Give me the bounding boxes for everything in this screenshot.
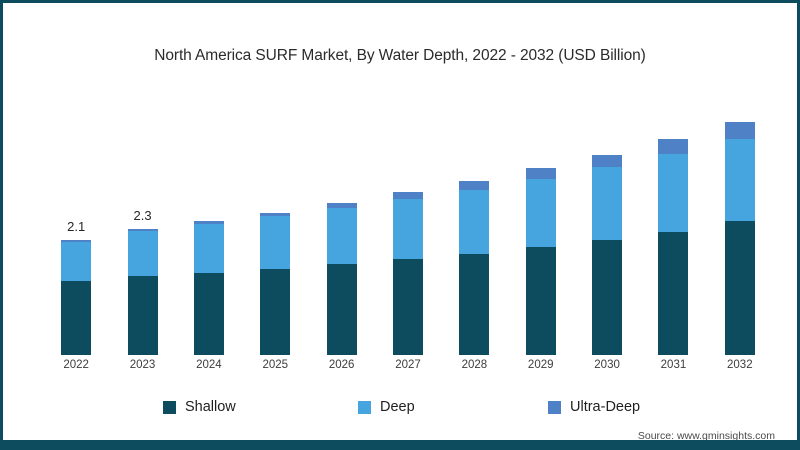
bar-segment-shallow[interactable] (326, 264, 357, 355)
bar-group[interactable] (592, 103, 623, 355)
plot-area: 2.1 2.3 (43, 103, 773, 355)
bar-stack[interactable] (658, 139, 689, 355)
bar-stack[interactable] (459, 181, 490, 355)
bar-group[interactable] (193, 103, 224, 355)
x-axis-tick-2028: 2028 (461, 359, 488, 371)
bar-segment-shallow[interactable] (393, 259, 423, 355)
bar-stack[interactable] (260, 213, 291, 355)
x-axis-tick-2029: 2029 (527, 359, 554, 371)
bar-group[interactable] (393, 103, 423, 355)
bar-segment-ultra-deep[interactable] (525, 168, 556, 179)
bar-segment-ultra-deep[interactable] (724, 121, 755, 140)
x-axis-tick-2023: 2023 (129, 359, 156, 371)
bar-group[interactable] (658, 103, 689, 355)
bar-segment-shallow[interactable] (724, 221, 755, 355)
x-axis-tick-2027: 2027 (395, 359, 421, 371)
bar-group[interactable] (326, 103, 357, 355)
bar-segment-deep[interactable] (326, 207, 357, 265)
bar-stack[interactable] (724, 121, 755, 355)
x-axis-tick-2022: 2022 (63, 359, 89, 371)
bar-segment-ultra-deep[interactable] (193, 221, 224, 225)
bar-stack[interactable] (592, 154, 623, 355)
bar-segment-shallow[interactable] (61, 281, 92, 355)
bar-segment-ultra-deep[interactable] (326, 203, 357, 208)
bar-value-label: 2.1 (67, 218, 86, 234)
chart-legend: Shallow Deep Ultra-Deep (3, 395, 797, 419)
legend-item-deep[interactable]: Deep (358, 395, 415, 419)
bar-segment-deep[interactable] (525, 178, 556, 248)
bar-stack[interactable] (393, 192, 423, 355)
x-axis-tick-2025: 2025 (262, 359, 289, 371)
bar-segment-deep[interactable] (459, 189, 490, 254)
bar-segment-ultra-deep[interactable] (459, 181, 490, 190)
bar-segment-shallow[interactable] (525, 247, 556, 355)
bar-segment-ultra-deep[interactable] (658, 139, 689, 154)
x-axis: 2022 2023 2024 2025 2026 2027 2028 2029 2030 2031… (43, 359, 773, 379)
bar-group[interactable] (260, 103, 291, 355)
bar-segment-deep[interactable] (393, 198, 423, 260)
legend-label: Deep (380, 399, 415, 415)
bar-stack[interactable] (326, 203, 357, 355)
legend-item-shallow[interactable]: Shallow (163, 395, 236, 419)
legend-swatch-icon (163, 400, 176, 414)
bar-group[interactable]: 2.3 (127, 103, 158, 355)
bar-segment-ultra-deep[interactable] (260, 213, 291, 217)
bar-segment-ultra-deep[interactable] (127, 229, 158, 231)
bar-value-label: 2.3 (133, 208, 152, 223)
bar-segment-shallow[interactable] (592, 239, 623, 355)
chart-title: North America SURF Market, By Water Dept… (154, 47, 646, 64)
bar-segment-ultra-deep[interactable] (61, 239, 92, 242)
bar-stack[interactable] (193, 221, 224, 355)
bar-group[interactable] (459, 103, 490, 355)
bar-segment-deep[interactable] (592, 167, 623, 240)
legend-label: Shallow (185, 399, 236, 415)
bar-stack[interactable] (525, 168, 556, 355)
bar-segment-shallow[interactable] (260, 269, 291, 355)
bar-segment-shallow[interactable] (127, 275, 158, 355)
bar-group[interactable]: 2.1 (61, 103, 92, 355)
bar-segment-deep[interactable] (260, 216, 291, 269)
bar-group[interactable] (724, 103, 755, 355)
x-axis-tick-2032: 2032 (727, 359, 753, 371)
bar-segment-shallow[interactable] (658, 231, 689, 355)
legend-label: Ultra-Deep (570, 399, 641, 415)
bar-segment-deep[interactable] (658, 153, 689, 232)
bar-segment-ultra-deep[interactable] (592, 154, 623, 168)
bar-segment-deep[interactable] (724, 139, 755, 222)
bar-stack[interactable] (127, 229, 158, 355)
bar-group[interactable] (525, 103, 556, 355)
legend-swatch-icon (358, 400, 371, 414)
x-axis-tick-2024: 2024 (196, 359, 222, 371)
legend-swatch-icon (548, 400, 561, 414)
bar-stack[interactable] (61, 239, 92, 355)
source-attribution: Source: www.gminsights.com (637, 430, 775, 442)
bar-segment-deep[interactable] (61, 241, 92, 282)
x-axis-tick-2030: 2030 (594, 359, 620, 371)
x-axis-tick-2031: 2031 (660, 359, 687, 371)
bar-segment-deep[interactable] (193, 224, 224, 273)
bar-segment-ultra-deep[interactable] (393, 192, 423, 199)
bar-segment-shallow[interactable] (459, 253, 490, 355)
bar-segment-shallow[interactable] (193, 272, 224, 355)
bar-segment-deep[interactable] (127, 230, 158, 276)
legend-item-ultra-deep[interactable]: Ultra-Deep (548, 395, 640, 419)
footer-band (3, 440, 797, 447)
x-axis-tick-2026: 2026 (328, 359, 355, 371)
